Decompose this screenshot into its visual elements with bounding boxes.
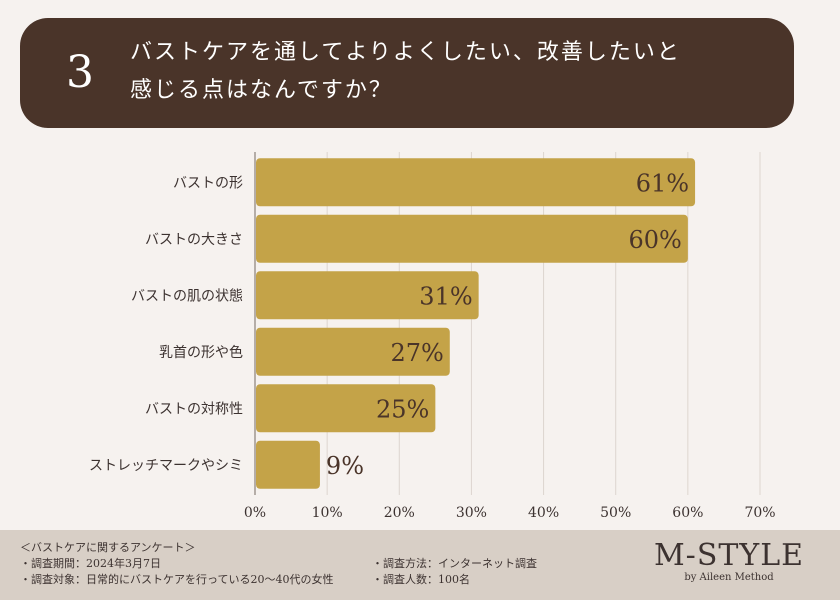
x-tick-label: 30% — [456, 505, 487, 521]
category-label: バストの対称性 — [145, 401, 243, 417]
survey-respondents: ・調査人数：100名 — [372, 573, 470, 586]
data-label: 27% — [390, 339, 443, 367]
category-label: バストの肌の状態 — [131, 288, 243, 304]
question-title: バストケアを通してよりよくしたい、改善したいと 感じる点はなんですか？ — [130, 34, 780, 110]
category-label: ストレッチマークやシミ — [89, 458, 243, 474]
survey-footer: ＜バストケアに関するアンケート＞ ・調査期間：2024年3月7日 ・調査対象：日… — [0, 530, 840, 600]
data-label: 31% — [419, 282, 472, 310]
bar — [256, 214, 688, 263]
x-tick-label: 0% — [244, 505, 266, 521]
survey-method: ・調査方法：インターネット調査 — [372, 557, 537, 570]
survey-period: ・調査期間：2024年3月7日 — [20, 557, 161, 570]
bar — [256, 158, 696, 207]
data-label: 61% — [636, 169, 689, 197]
data-label: 25% — [376, 395, 429, 423]
x-tick-label: 50% — [600, 505, 631, 521]
bar — [256, 271, 479, 320]
category-label: 乳首の形や色 — [159, 344, 243, 361]
bar — [256, 384, 436, 433]
bar — [256, 440, 320, 489]
survey-info-right: ・調査方法：インターネット調査 ・調査人数：100名 — [372, 556, 537, 588]
bar — [256, 327, 450, 376]
x-tick-label: 60% — [672, 505, 703, 521]
bar-chart: 0% 10% 20% 30% 40% 50% 60% 70% バストの形 61% バストの大きさ 60… — [89, 152, 776, 521]
brand-tagline: by Aileen Method — [684, 572, 774, 583]
x-tick-label: 20% — [384, 505, 415, 521]
x-tick-label: 70% — [744, 505, 775, 521]
category-label: バストの大きさ — [145, 232, 243, 248]
brand-logo: M-STYLE by Aileen Method — [644, 538, 814, 584]
survey-title: ＜バストケアに関するアンケート＞ — [20, 541, 196, 554]
survey-target: ・調査対象：日常的にバストケアを行っている20〜40代の女性 — [20, 573, 334, 586]
question-title-line1: バストケアを通してよりよくしたい、改善したいと — [130, 40, 681, 65]
category-label: バストの形 — [173, 175, 243, 191]
question-header: 3 バストケアを通してよりよくしたい、改善したいと 感じる点はなんですか？ — [20, 18, 794, 128]
question-title-line2: 感じる点はなんですか？ — [130, 78, 393, 103]
question-number: 3 — [66, 47, 94, 98]
x-tick-label: 40% — [528, 505, 559, 521]
brand-name: M-STYLE — [653, 538, 805, 573]
survey-info-left: ＜バストケアに関するアンケート＞ ・調査期間：2024年3月7日 ・調査対象：日… — [20, 540, 333, 588]
x-tick-label: 10% — [312, 505, 343, 521]
data-label: 60% — [629, 226, 682, 254]
data-label: 9% — [326, 452, 364, 480]
